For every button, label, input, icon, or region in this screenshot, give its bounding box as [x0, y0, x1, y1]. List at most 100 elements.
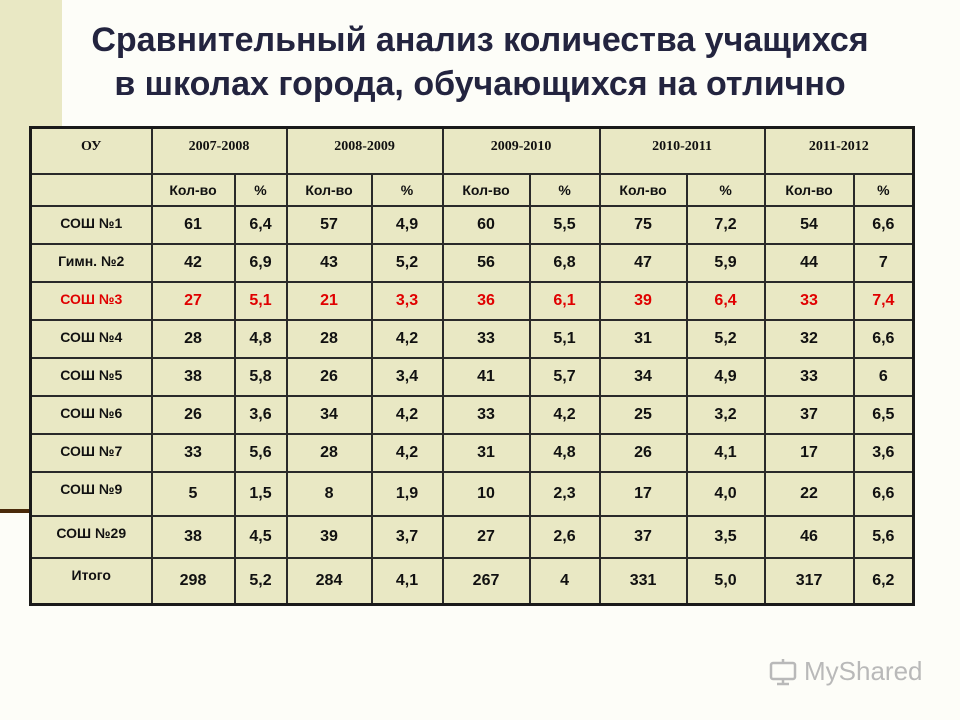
count-cell: 317: [763, 557, 855, 606]
percent-cell: 6,6: [852, 204, 915, 245]
count-cell: 61: [150, 204, 236, 245]
percent-cell: 3,2: [685, 395, 766, 436]
count-cell: 267: [441, 557, 531, 606]
year-header: 2008-2009: [285, 126, 444, 175]
percent-cell: 6,9: [233, 242, 288, 283]
table-row: СОШ №7 33 5,6 28 4,2 31 4,8 26 4,1 17 3,6: [29, 433, 915, 474]
percent-cell: 2,6: [528, 515, 601, 560]
count-header: Кол-во: [598, 172, 688, 207]
count-header: Кол-во: [441, 172, 531, 207]
watermark-text: MyShared: [804, 656, 923, 686]
left-decorative-rule: [0, 509, 32, 513]
count-cell: 298: [150, 557, 236, 606]
count-cell: 284: [285, 557, 373, 606]
percent-cell: 2,3: [528, 471, 601, 518]
count-cell: 39: [285, 515, 373, 560]
percent-header: %: [370, 172, 444, 207]
count-cell: 54: [763, 204, 855, 245]
school-comparison-table: ОУ 2007-2008 2008-2009 2009-2010 2010-20…: [29, 126, 916, 606]
percent-cell: 5,1: [528, 318, 601, 359]
title-line-1: Сравнительный анализ количества учащихся: [91, 21, 869, 59]
school-name-cell: Итого: [29, 557, 153, 606]
school-name-cell: СОШ №7: [29, 433, 153, 474]
count-cell: 33: [150, 433, 236, 474]
percent-cell: 4,9: [370, 204, 444, 245]
count-cell: 44: [763, 242, 855, 283]
percent-header: %: [233, 172, 288, 207]
percent-cell: 4,8: [528, 433, 601, 474]
percent-cell: 3,7: [370, 515, 444, 560]
percent-cell: 4,2: [528, 395, 601, 436]
percent-cell: 5,7: [528, 356, 601, 398]
count-cell: 47: [598, 242, 688, 283]
percent-cell: 4,1: [685, 433, 766, 474]
count-cell: 21: [285, 280, 373, 321]
count-cell: 27: [150, 280, 236, 321]
count-cell: 17: [598, 471, 688, 518]
percent-cell: 4: [528, 557, 601, 606]
count-cell: 31: [441, 433, 531, 474]
table-row: СОШ №5 38 5,8 26 3,4 41 5,7 34 4,9 33 6: [29, 356, 915, 398]
count-cell: 33: [441, 395, 531, 436]
school-name-cell: СОШ №29: [29, 515, 153, 560]
percent-cell: 6: [852, 356, 915, 398]
percent-cell: 4,2: [370, 395, 444, 436]
count-cell: 28: [150, 318, 236, 359]
percent-cell: 6,4: [685, 280, 766, 321]
count-cell: 10: [441, 471, 531, 518]
percent-cell: 3,3: [370, 280, 444, 321]
table-row: Гимн. №2 42 6,9 43 5,2 56 6,8 47 5,9 44 7: [29, 242, 915, 283]
count-cell: 8: [285, 471, 373, 518]
count-cell: 31: [598, 318, 688, 359]
count-cell: 28: [285, 433, 373, 474]
school-name-cell: Гимн. №2: [29, 242, 153, 283]
percent-cell: 5,6: [233, 433, 288, 474]
count-cell: 75: [598, 204, 688, 245]
count-header: Кол-во: [763, 172, 855, 207]
count-cell: 22: [763, 471, 855, 518]
percent-cell: 4,5: [233, 515, 288, 560]
table-row: СОШ №9 5 1,5 8 1,9 10 2,3 17 4,0 22 6,6: [29, 471, 915, 518]
percent-cell: 6,8: [528, 242, 601, 283]
count-cell: 36: [441, 280, 531, 321]
percent-header: %: [685, 172, 766, 207]
count-cell: 46: [763, 515, 855, 560]
percent-cell: 6,1: [528, 280, 601, 321]
count-cell: 42: [150, 242, 236, 283]
table-row: СОШ №6 26 3,6 34 4,2 33 4,2 25 3,2 37 6,5: [29, 395, 915, 436]
percent-cell: 4,8: [233, 318, 288, 359]
percent-cell: 3,6: [852, 433, 915, 474]
school-name-cell: СОШ №6: [29, 395, 153, 436]
count-cell: 43: [285, 242, 373, 283]
count-cell: 34: [598, 356, 688, 398]
count-cell: 34: [285, 395, 373, 436]
percent-cell: 6,6: [852, 471, 915, 518]
year-header-row: ОУ 2007-2008 2008-2009 2009-2010 2010-20…: [29, 126, 915, 175]
count-cell: 37: [763, 395, 855, 436]
table-row: СОШ №3 27 5,1 21 3,3 36 6,1 39 6,4 33 7,4: [29, 280, 915, 321]
school-name-cell: СОШ №3: [29, 280, 153, 321]
table-row: СОШ №1 61 6,4 57 4,9 60 5,5 75 7,2 54 6,6: [29, 204, 915, 245]
school-name-cell: СОШ №9: [29, 471, 153, 518]
percent-cell: 5,2: [685, 318, 766, 359]
corner-header: ОУ: [29, 126, 153, 175]
percent-cell: 4,1: [370, 557, 444, 606]
count-cell: 5: [150, 471, 236, 518]
school-name-cell: СОШ №1: [29, 204, 153, 245]
count-cell: 33: [763, 280, 855, 321]
page-title: Сравнительный анализ количества учащихся…: [62, 18, 898, 106]
percent-cell: 4,0: [685, 471, 766, 518]
count-cell: 41: [441, 356, 531, 398]
count-header: Кол-во: [285, 172, 373, 207]
count-cell: 33: [441, 318, 531, 359]
percent-cell: 7,4: [852, 280, 915, 321]
percent-cell: 1,5: [233, 471, 288, 518]
year-header: 2009-2010: [441, 126, 601, 175]
count-cell: 37: [598, 515, 688, 560]
percent-cell: 5,5: [528, 204, 601, 245]
count-cell: 331: [598, 557, 688, 606]
percent-cell: 6,2: [852, 557, 915, 606]
percent-cell: 5,8: [233, 356, 288, 398]
count-cell: 39: [598, 280, 688, 321]
count-cell: 25: [598, 395, 688, 436]
